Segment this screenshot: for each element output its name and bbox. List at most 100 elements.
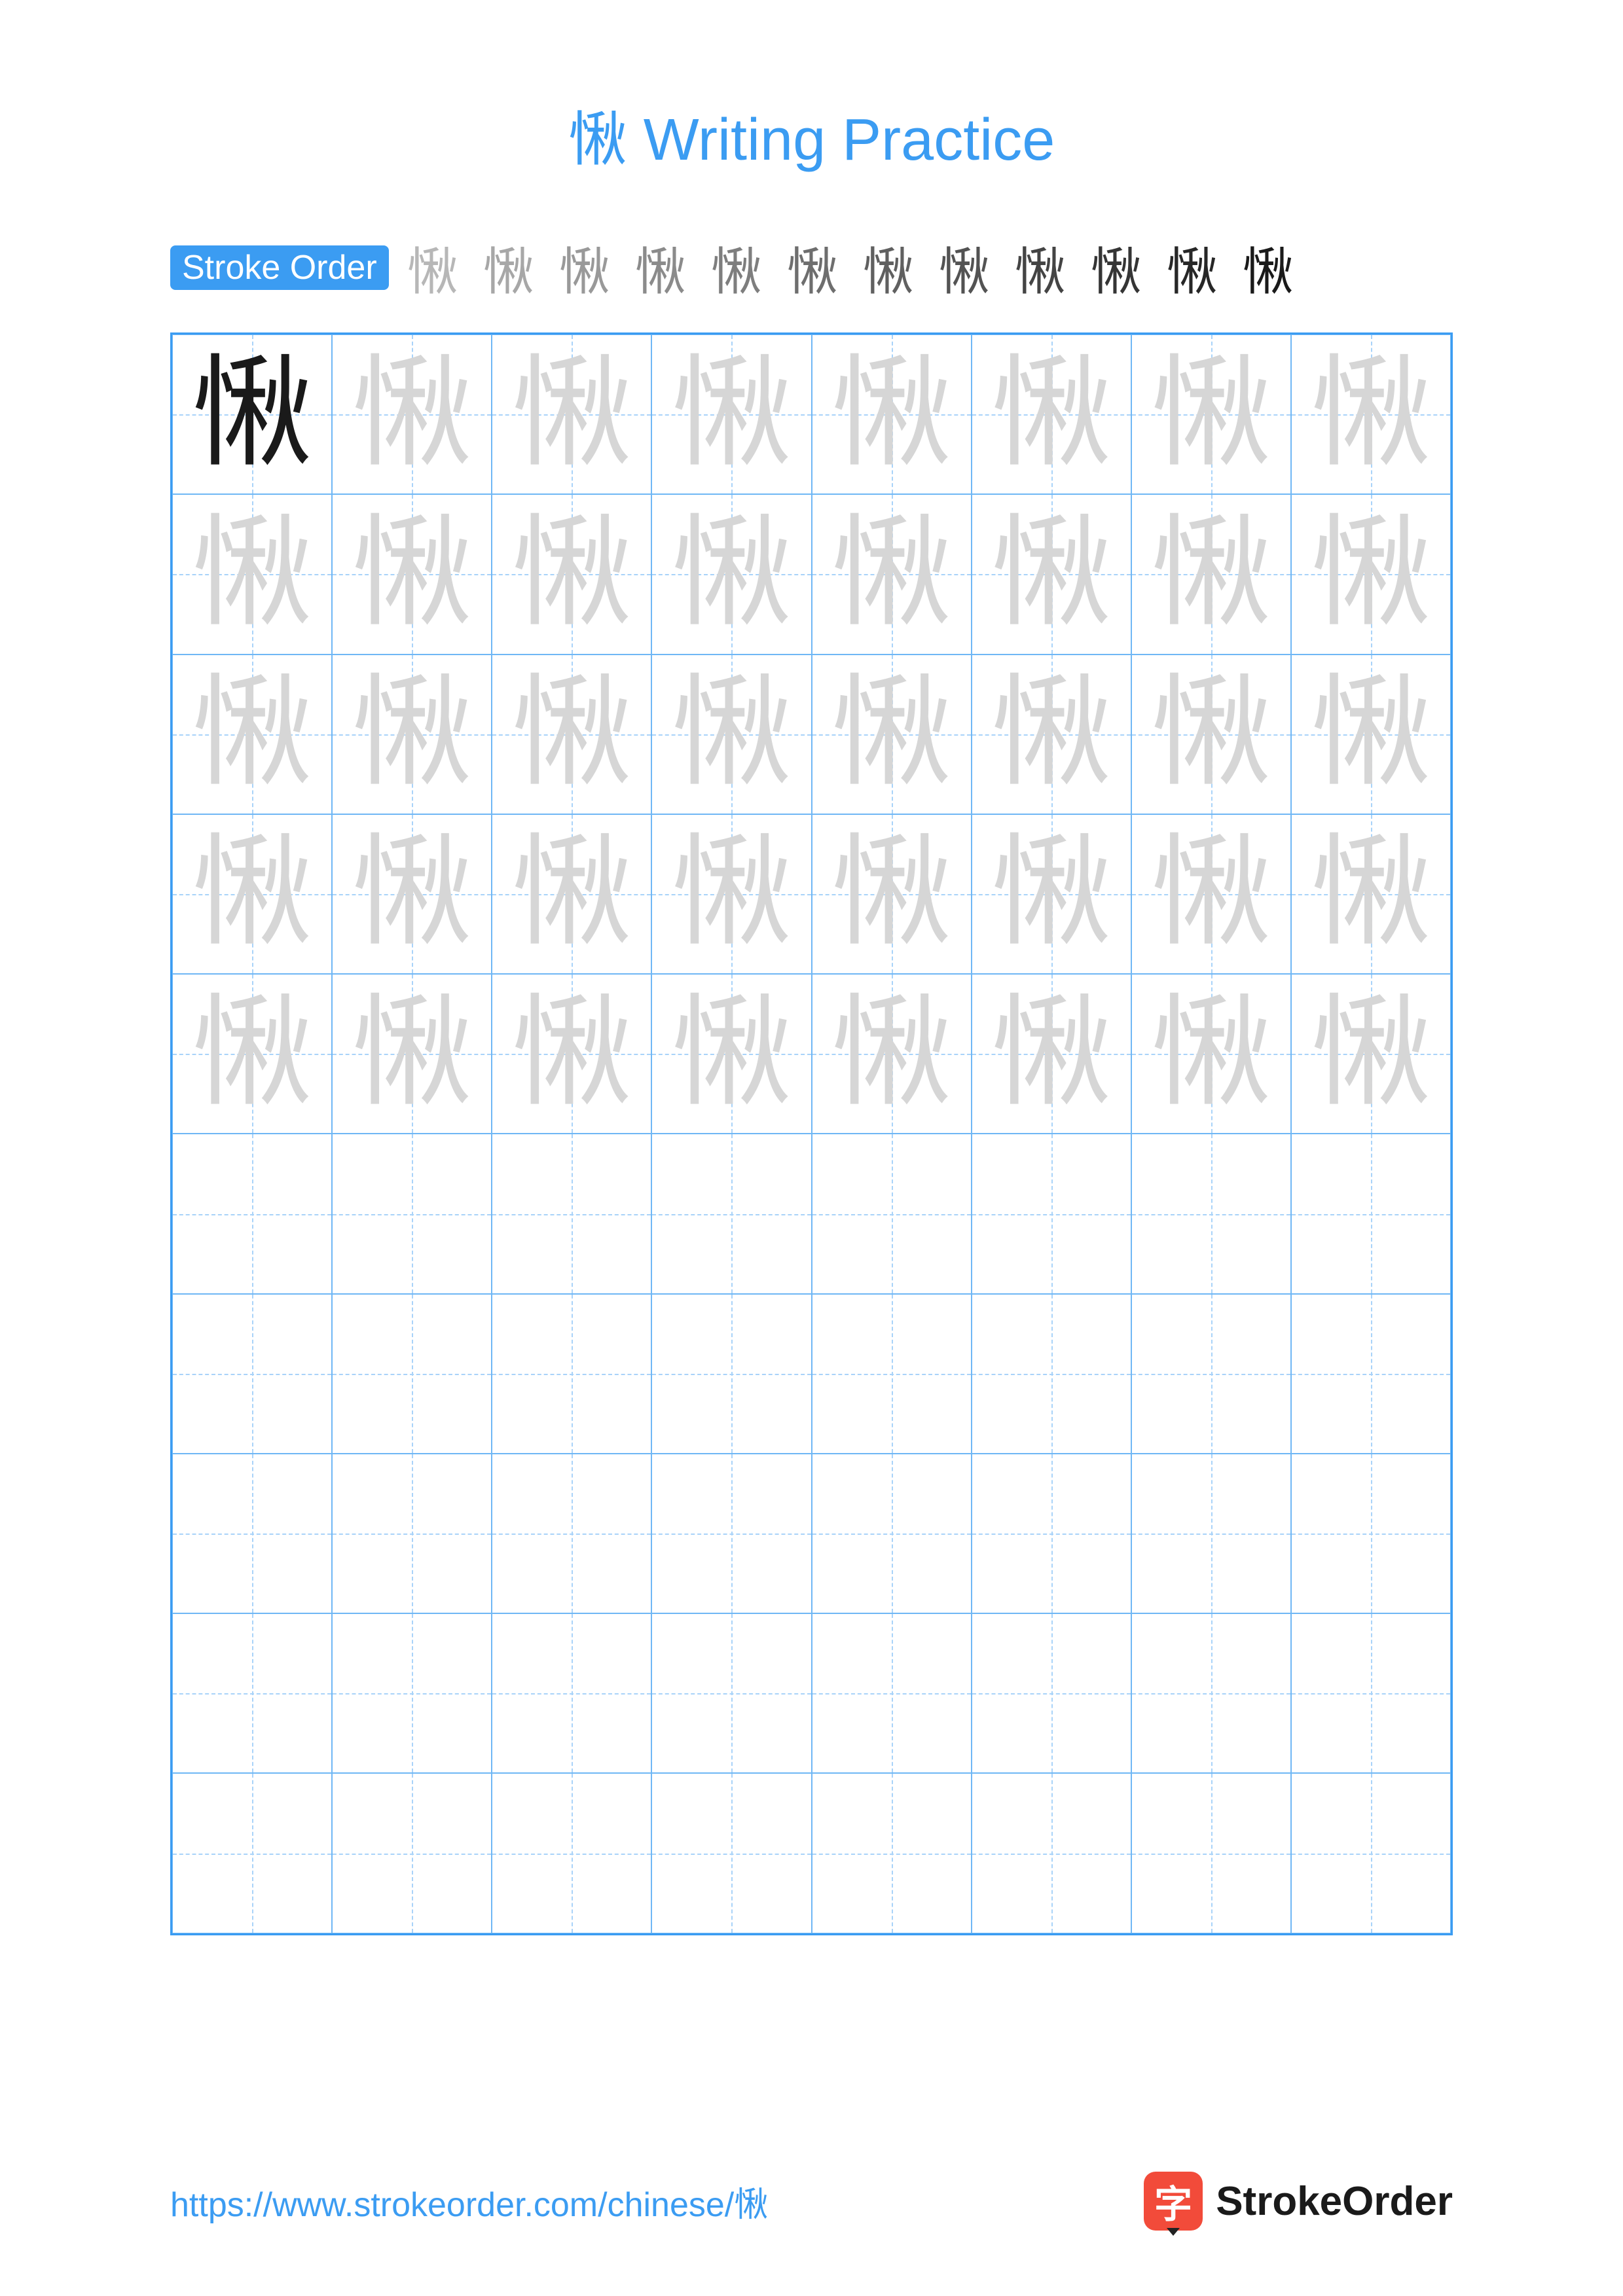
practice-char: 愀 [671,994,792,1115]
grid-cell: 愀 [492,655,651,814]
practice-char: 愀 [192,514,313,635]
stroke-step: 愀 [856,236,921,300]
grid-cell [492,1294,651,1454]
grid-cell: 愀 [492,494,651,654]
practice-grid: 愀愀愀愀愀愀愀愀愀愀愀愀愀愀愀愀愀愀愀愀愀愀愀愀愀愀愀愀愀愀愀愀愀愀愀愀愀愀愀愀 [170,332,1453,1935]
practice-char: 愀 [511,514,632,635]
practice-char: 愀 [1150,354,1271,475]
stroke-step: 愀 [1084,236,1148,300]
stroke-step: 愀 [553,236,617,300]
grid-cell [332,1773,492,1933]
practice-char: 愀 [991,673,1112,795]
grid-cell: 愀 [1131,334,1291,494]
grid-cell [492,1134,651,1293]
grid-cell: 愀 [651,814,811,974]
grid-cell [1291,1773,1451,1933]
grid-cell [172,1294,332,1454]
grid-cell [812,1454,972,1613]
practice-char: 愀 [991,833,1112,954]
practice-char: 愀 [831,673,952,795]
grid-cell [1131,1294,1291,1454]
grid-cell [651,1294,811,1454]
stroke-step: 愀 [780,236,845,300]
grid-cell [1131,1454,1291,1613]
practice-char: 愀 [1150,833,1271,954]
grid-cell [332,1454,492,1613]
grid-cell: 愀 [492,814,651,974]
brand-name: StrokeOrder [1216,2178,1453,2225]
grid-cell: 愀 [1291,334,1451,494]
grid-cell: 愀 [1291,655,1451,814]
practice-char: 愀 [511,833,632,954]
grid-cell: 愀 [1291,814,1451,974]
grid-cell: 愀 [1131,494,1291,654]
grid-cell: 愀 [651,334,811,494]
practice-char: 愀 [1310,994,1431,1115]
grid-cell: 愀 [1131,974,1291,1134]
practice-char: 愀 [352,994,473,1115]
grid-cell: 愀 [651,494,811,654]
practice-char: 愀 [831,514,952,635]
grid-cell: 愀 [172,974,332,1134]
grid-cell: 愀 [812,334,972,494]
stroke-step: 愀 [477,236,541,300]
source-url: https://www.strokeorder.com/chinese/愀 [170,2177,768,2226]
practice-char: 愀 [1150,673,1271,795]
stroke-step: 愀 [932,236,996,300]
stroke-step: 愀 [1008,236,1072,300]
grid-cell [172,1454,332,1613]
grid-cell [651,1773,811,1933]
grid-cell [332,1134,492,1293]
grid-cell: 愀 [972,814,1131,974]
grid-cell [972,1294,1131,1454]
grid-cell [812,1294,972,1454]
grid-cell: 愀 [972,655,1131,814]
practice-char: 愀 [831,994,952,1115]
practice-char: 愀 [991,354,1112,475]
practice-char: 愀 [831,354,952,475]
stroke-step: 愀 [704,236,769,300]
grid-cell: 愀 [972,334,1131,494]
grid-cell [651,1613,811,1773]
stroke-steps-container: 愀愀愀愀愀愀愀愀愀愀愀愀 [401,236,1453,300]
grid-cell [492,1613,651,1773]
grid-cell [1291,1134,1451,1293]
grid-cell [172,1613,332,1773]
practice-char: 愀 [1310,673,1431,795]
grid-cell [972,1773,1131,1933]
practice-char: 愀 [1310,833,1431,954]
grid-cell [1291,1294,1451,1454]
practice-char: 愀 [831,833,952,954]
grid-cell [1291,1454,1451,1613]
grid-cell: 愀 [651,974,811,1134]
practice-char: 愀 [1150,994,1271,1115]
grid-cell [1131,1134,1291,1293]
grid-cell: 愀 [812,974,972,1134]
practice-char: 愀 [671,833,792,954]
grid-cell: 愀 [332,334,492,494]
grid-cell: 愀 [812,655,972,814]
grid-cell: 愀 [172,655,332,814]
practice-char: 愀 [1310,354,1431,475]
grid-cell: 愀 [1131,814,1291,974]
practice-char: 愀 [352,354,473,475]
grid-cell: 愀 [1291,974,1451,1134]
grid-cell: 愀 [492,334,651,494]
practice-char: 愀 [671,354,792,475]
grid-cell [332,1294,492,1454]
grid-cell: 愀 [492,974,651,1134]
grid-cell: 愀 [172,814,332,974]
stroke-step: 愀 [1160,236,1224,300]
grid-cell [972,1134,1131,1293]
grid-cell [332,1613,492,1773]
practice-char: 愀 [192,994,313,1115]
grid-cell: 愀 [172,494,332,654]
grid-cell [492,1773,651,1933]
practice-char: 愀 [352,514,473,635]
practice-char: 愀 [352,673,473,795]
practice-char: 愀 [1150,514,1271,635]
grid-cell: 愀 [332,655,492,814]
grid-cell [1131,1773,1291,1933]
practice-char: 愀 [511,354,632,475]
grid-cell [651,1454,811,1613]
